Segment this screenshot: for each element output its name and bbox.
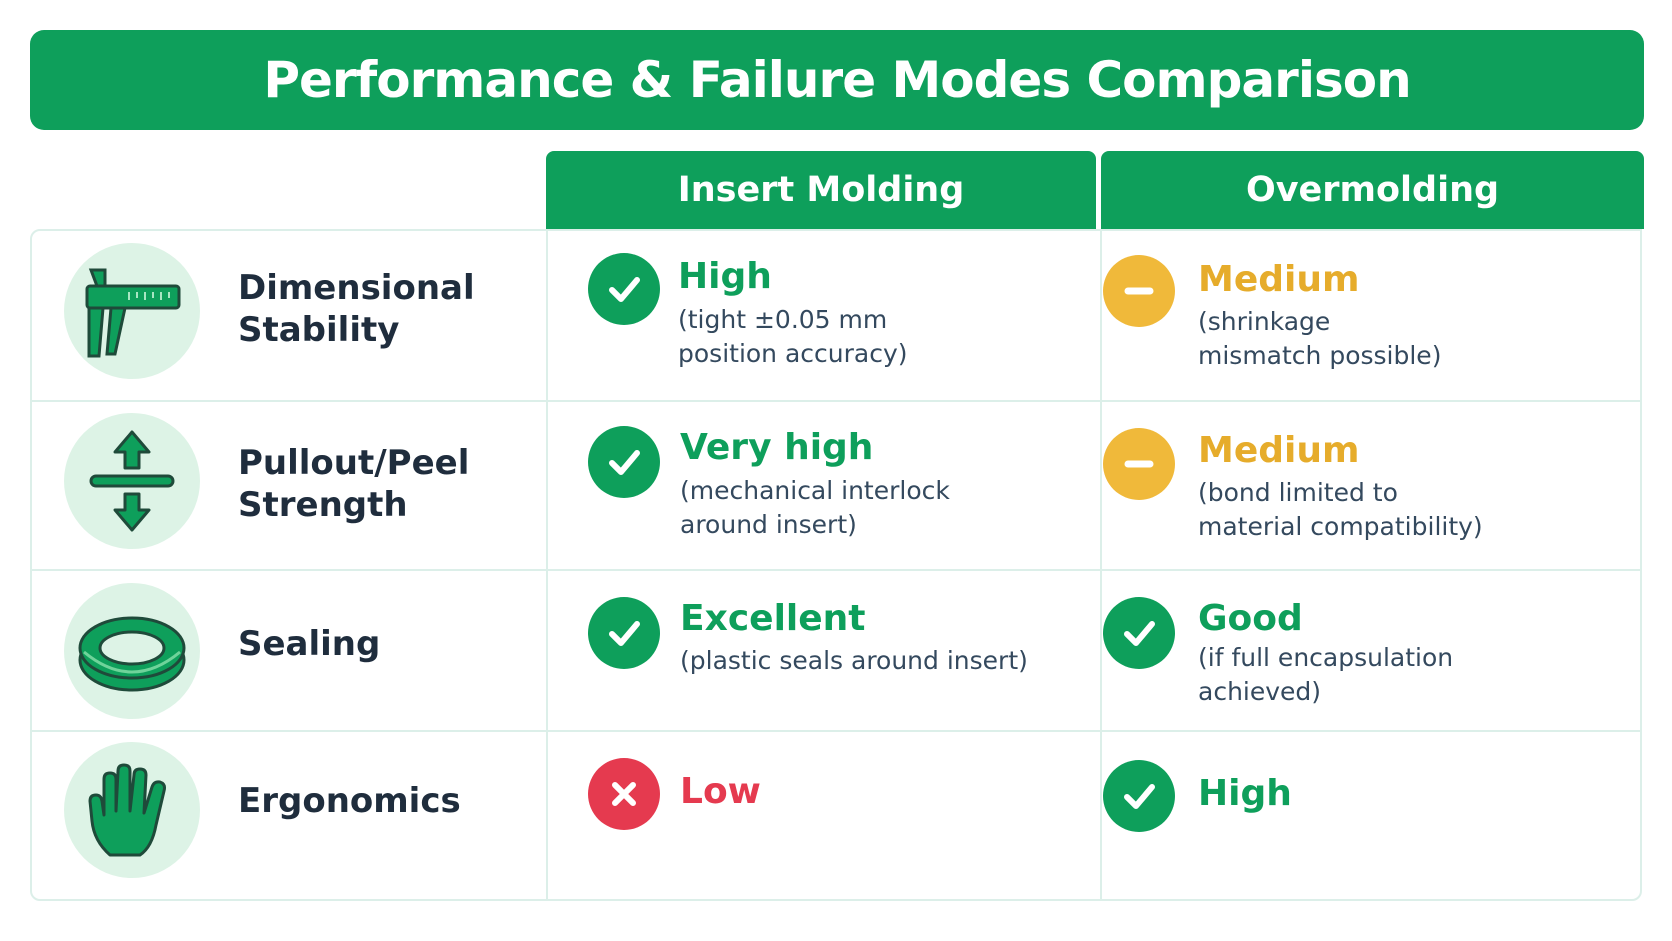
check-icon: [588, 597, 660, 669]
minus-icon: [1103, 428, 1175, 500]
criterion-label: Pullout/Peel Strength: [238, 443, 470, 525]
pull-arrows-icon: [64, 413, 200, 549]
seal-ring-icon: [64, 583, 200, 719]
column-divider: [546, 231, 548, 899]
rating-text: Good: [1198, 598, 1303, 639]
check-icon: [588, 253, 660, 325]
rating-text: High: [1198, 773, 1292, 814]
rating-text: High: [678, 256, 772, 297]
minus-icon: [1103, 255, 1175, 327]
criterion-label: Ergonomics: [238, 781, 461, 821]
rating-note: (if full encapsulation achieved): [1198, 643, 1454, 706]
rating-text: Low: [680, 771, 761, 812]
rating-text: Very high: [680, 427, 874, 468]
check-icon: [588, 426, 660, 498]
caliper-icon: [64, 243, 200, 379]
hand-icon: [64, 742, 200, 878]
page-title: Performance & Failure Modes Comparison: [30, 30, 1644, 130]
rating-text: Medium: [1198, 430, 1360, 471]
column-header-insert-molding: Insert Molding: [546, 151, 1096, 229]
cross-icon: [588, 758, 660, 830]
rating-note: (plastic seals around insert): [680, 646, 1028, 675]
rating-note: (tight ±0.05 mm position accuracy): [678, 305, 908, 368]
rating-note: (mechanical interlock around insert): [680, 476, 950, 539]
criterion-label: Sealing: [238, 624, 381, 664]
check-icon: [1103, 760, 1175, 832]
criterion-label: Dimensional Stability: [238, 268, 475, 350]
comparison-table: Dimensional Stability High (tight ±0.05 …: [30, 229, 1642, 901]
rating-note: (bond limited to material compatibility): [1198, 478, 1483, 541]
table-row-pullout-peel-strength: Pullout/Peel Strength Very high (mechani…: [32, 402, 1640, 571]
check-icon: [1103, 597, 1175, 669]
column-header-overmolding: Overmolding: [1101, 151, 1644, 229]
column-divider: [1100, 231, 1102, 899]
rating-note: (shrinkage mismatch possible): [1198, 307, 1442, 370]
rating-text: Excellent: [680, 598, 866, 639]
rating-text: Medium: [1198, 259, 1360, 300]
table-row-sealing: Sealing Excellent (plastic seals around …: [32, 571, 1640, 732]
table-row-ergonomics: Ergonomics Low High: [32, 732, 1640, 899]
table-row-dimensional-stability: Dimensional Stability High (tight ±0.05 …: [32, 231, 1640, 402]
